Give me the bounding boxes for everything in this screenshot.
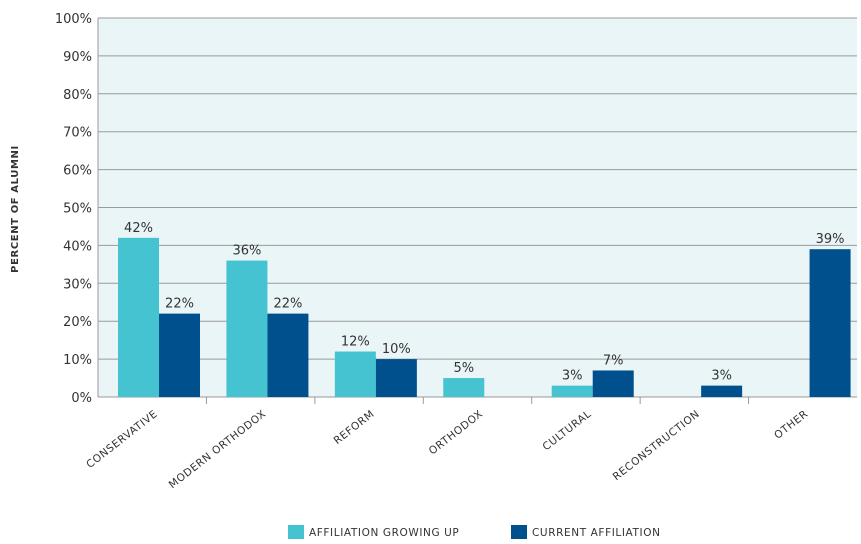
x-axis-categories: CONSERVATIVE MODERN ORTHODOX REFORM ORTHODO… bbox=[84, 408, 810, 491]
data-label: 3% bbox=[562, 369, 583, 384]
data-label: 22% bbox=[165, 297, 194, 312]
data-label: 36% bbox=[232, 244, 261, 259]
category-label: RECONSTRUCTION bbox=[611, 408, 703, 483]
data-label: 3% bbox=[711, 369, 732, 384]
data-label: 12% bbox=[341, 335, 370, 350]
legend-swatch bbox=[511, 525, 527, 539]
category-label: REFORM bbox=[332, 408, 377, 447]
data-label: 7% bbox=[603, 353, 624, 368]
y-axis-ticks: 0% 10% 20% 30% 40% 50% 60% 70% 80% 90% 100% bbox=[55, 12, 92, 406]
y-tick-label: 40% bbox=[63, 239, 92, 254]
bar-growing-up bbox=[118, 237, 159, 397]
legend-label: AFFILIATION GROWING UP bbox=[309, 527, 459, 539]
legend-swatch bbox=[288, 525, 304, 539]
y-tick-label: 100% bbox=[55, 12, 92, 27]
data-label: 22% bbox=[273, 297, 302, 312]
bar-current bbox=[375, 359, 417, 397]
bar-current bbox=[809, 249, 851, 397]
legend-label: CURRENT AFFILIATION bbox=[532, 527, 661, 539]
category-label: ORTHODOX bbox=[427, 408, 486, 458]
bar-growing-up bbox=[443, 378, 485, 397]
category-label: MODERN ORTHODOX bbox=[167, 408, 269, 491]
y-tick-label: 20% bbox=[63, 315, 92, 330]
data-label: 42% bbox=[124, 221, 153, 236]
data-label: 10% bbox=[382, 342, 411, 357]
bar-current bbox=[267, 313, 309, 397]
y-axis-title: PERCENT OF ALUMNI bbox=[10, 145, 21, 273]
bar-current bbox=[701, 385, 743, 397]
y-tick-label: 10% bbox=[63, 353, 92, 368]
category-label: OTHER bbox=[772, 408, 811, 442]
bar-current bbox=[592, 370, 634, 397]
data-label: 5% bbox=[453, 361, 474, 376]
y-tick-label: 50% bbox=[63, 202, 92, 217]
data-labels: 42% 36% 12% 5% 3% 22% 22% 10% 7% 3% 39% bbox=[124, 221, 844, 384]
gridlines bbox=[97, 17, 857, 404]
bar-current bbox=[159, 313, 200, 397]
category-label: CULTURAL bbox=[540, 408, 593, 453]
bars bbox=[118, 237, 851, 397]
category-label: CONSERVATIVE bbox=[84, 408, 160, 471]
y-tick-label: 0% bbox=[71, 391, 92, 406]
bar-growing-up bbox=[551, 385, 593, 397]
bar-growing-up bbox=[226, 260, 268, 397]
data-label: 39% bbox=[816, 232, 845, 247]
y-tick-label: 60% bbox=[63, 164, 92, 179]
legend: AFFILIATION GROWING UP CURRENT AFFILIATIO… bbox=[288, 525, 661, 539]
y-tick-label: 70% bbox=[63, 126, 92, 141]
y-tick-label: 90% bbox=[63, 50, 92, 65]
bar-growing-up bbox=[334, 351, 376, 397]
y-tick-label: 80% bbox=[63, 88, 92, 103]
y-tick-label: 30% bbox=[63, 277, 92, 292]
